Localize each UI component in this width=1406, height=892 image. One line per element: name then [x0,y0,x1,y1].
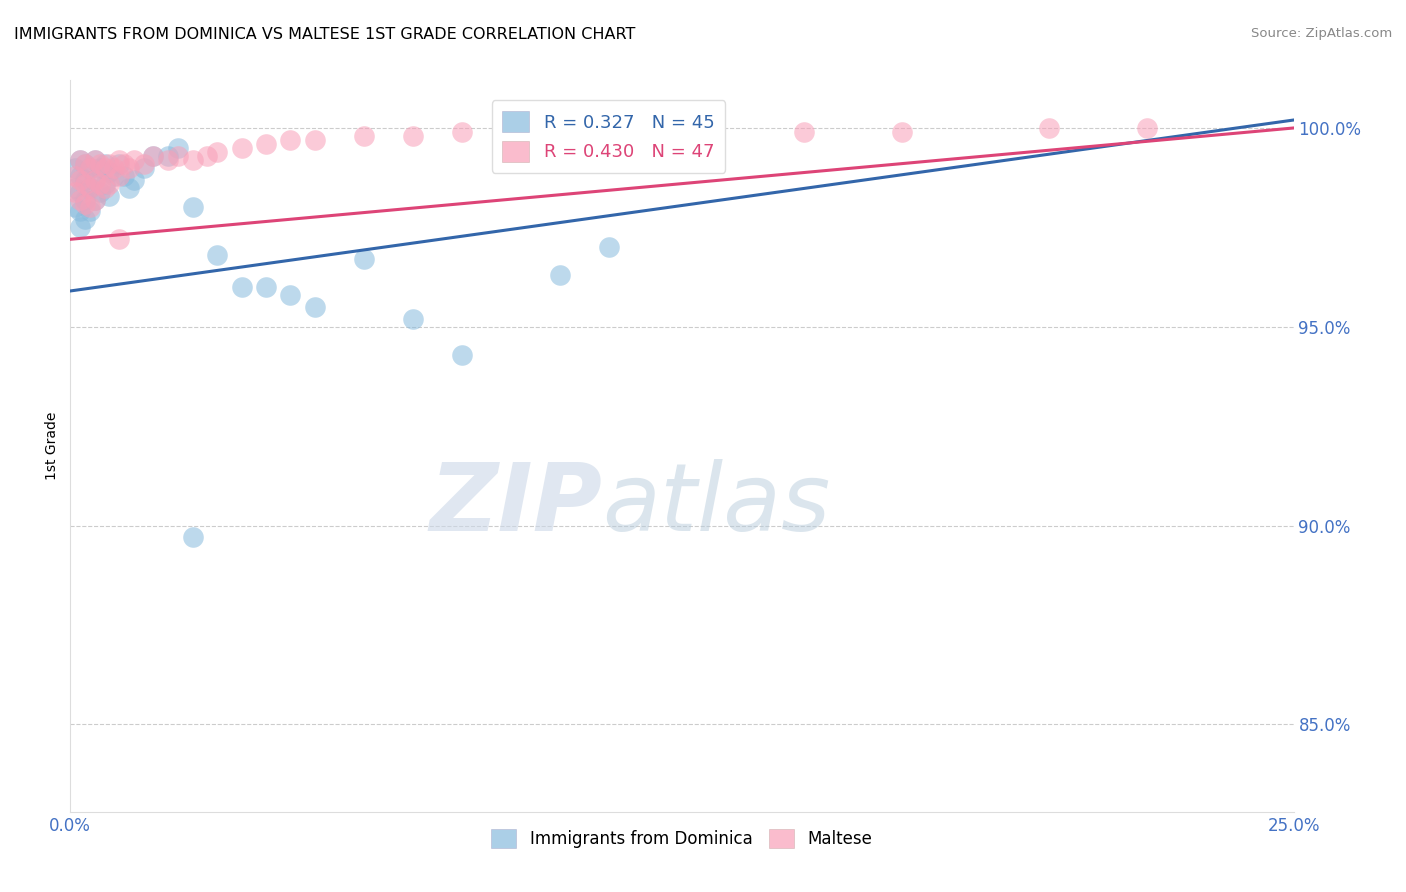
Point [69,153,91,167]
Point [548,125,571,139]
Point [103,169,125,183]
Point [69,220,91,235]
Point [63,169,86,183]
Point [83,153,105,167]
Text: atlas: atlas [602,459,831,550]
Point [112,169,135,183]
Point [93,157,115,171]
Point [79,180,101,194]
Point [402,128,425,143]
Point [157,149,180,163]
Point [83,153,105,167]
Point [73,157,96,171]
Point [254,280,277,294]
Point [142,149,165,163]
Point [73,212,96,227]
Point [231,141,253,155]
Point [231,280,253,294]
Point [73,193,96,207]
Point [89,157,111,171]
Point [98,157,121,171]
Point [254,136,277,151]
Point [79,161,101,175]
Point [69,193,91,207]
Point [69,204,91,219]
Point [647,125,669,139]
Point [280,288,302,302]
Point [122,172,145,186]
Text: IMMIGRANTS FROM DOMINICA VS MALTESE 1ST GRADE CORRELATION CHART: IMMIGRANTS FROM DOMINICA VS MALTESE 1ST … [14,27,636,42]
Point [205,248,228,262]
Point [108,232,131,246]
Point [891,125,914,139]
Legend: Immigrants from Dominica, Maltese: Immigrants from Dominica, Maltese [485,822,879,855]
Point [450,125,472,139]
Point [205,145,228,159]
Text: ZIP: ZIP [429,458,602,550]
Point [73,177,96,191]
Point [132,157,155,171]
Point [598,240,620,254]
Point [108,157,131,171]
Point [69,153,91,167]
Point [69,169,91,183]
Point [108,169,131,183]
Point [83,193,105,207]
Point [157,153,180,167]
Y-axis label: 1st Grade: 1st Grade [45,412,59,480]
Point [122,153,145,167]
Point [93,180,115,194]
Point [73,157,96,171]
Point [304,300,326,314]
Point [79,161,101,175]
Point [89,177,111,191]
Point [280,133,302,147]
Point [450,347,472,361]
Point [63,201,86,215]
Point [112,157,135,171]
Point [79,180,101,194]
Point [402,311,425,326]
Point [93,161,115,175]
Point [132,161,155,175]
Point [118,180,141,194]
Point [118,161,141,175]
Point [1136,120,1159,135]
Point [181,201,204,215]
Point [98,164,121,178]
Point [98,188,121,202]
Point [83,172,105,186]
Point [195,149,218,163]
Point [793,125,815,139]
Point [181,153,204,167]
Text: Source: ZipAtlas.com: Source: ZipAtlas.com [1251,27,1392,40]
Point [167,149,190,163]
Point [353,128,375,143]
Point [83,193,105,207]
Point [69,172,91,186]
Point [79,201,101,215]
Point [108,153,131,167]
Point [1038,120,1060,135]
Point [181,530,204,544]
Point [89,185,111,199]
Point [63,185,86,199]
Point [63,180,86,194]
Point [142,149,165,163]
Point [167,141,190,155]
Point [69,185,91,199]
Point [98,177,121,191]
Point [103,161,125,175]
Point [353,252,375,267]
Point [63,161,86,175]
Point [89,161,111,175]
Point [79,204,101,219]
Point [93,177,115,191]
Point [83,172,105,186]
Point [73,196,96,211]
Point [548,268,571,282]
Point [304,133,326,147]
Point [73,172,96,186]
